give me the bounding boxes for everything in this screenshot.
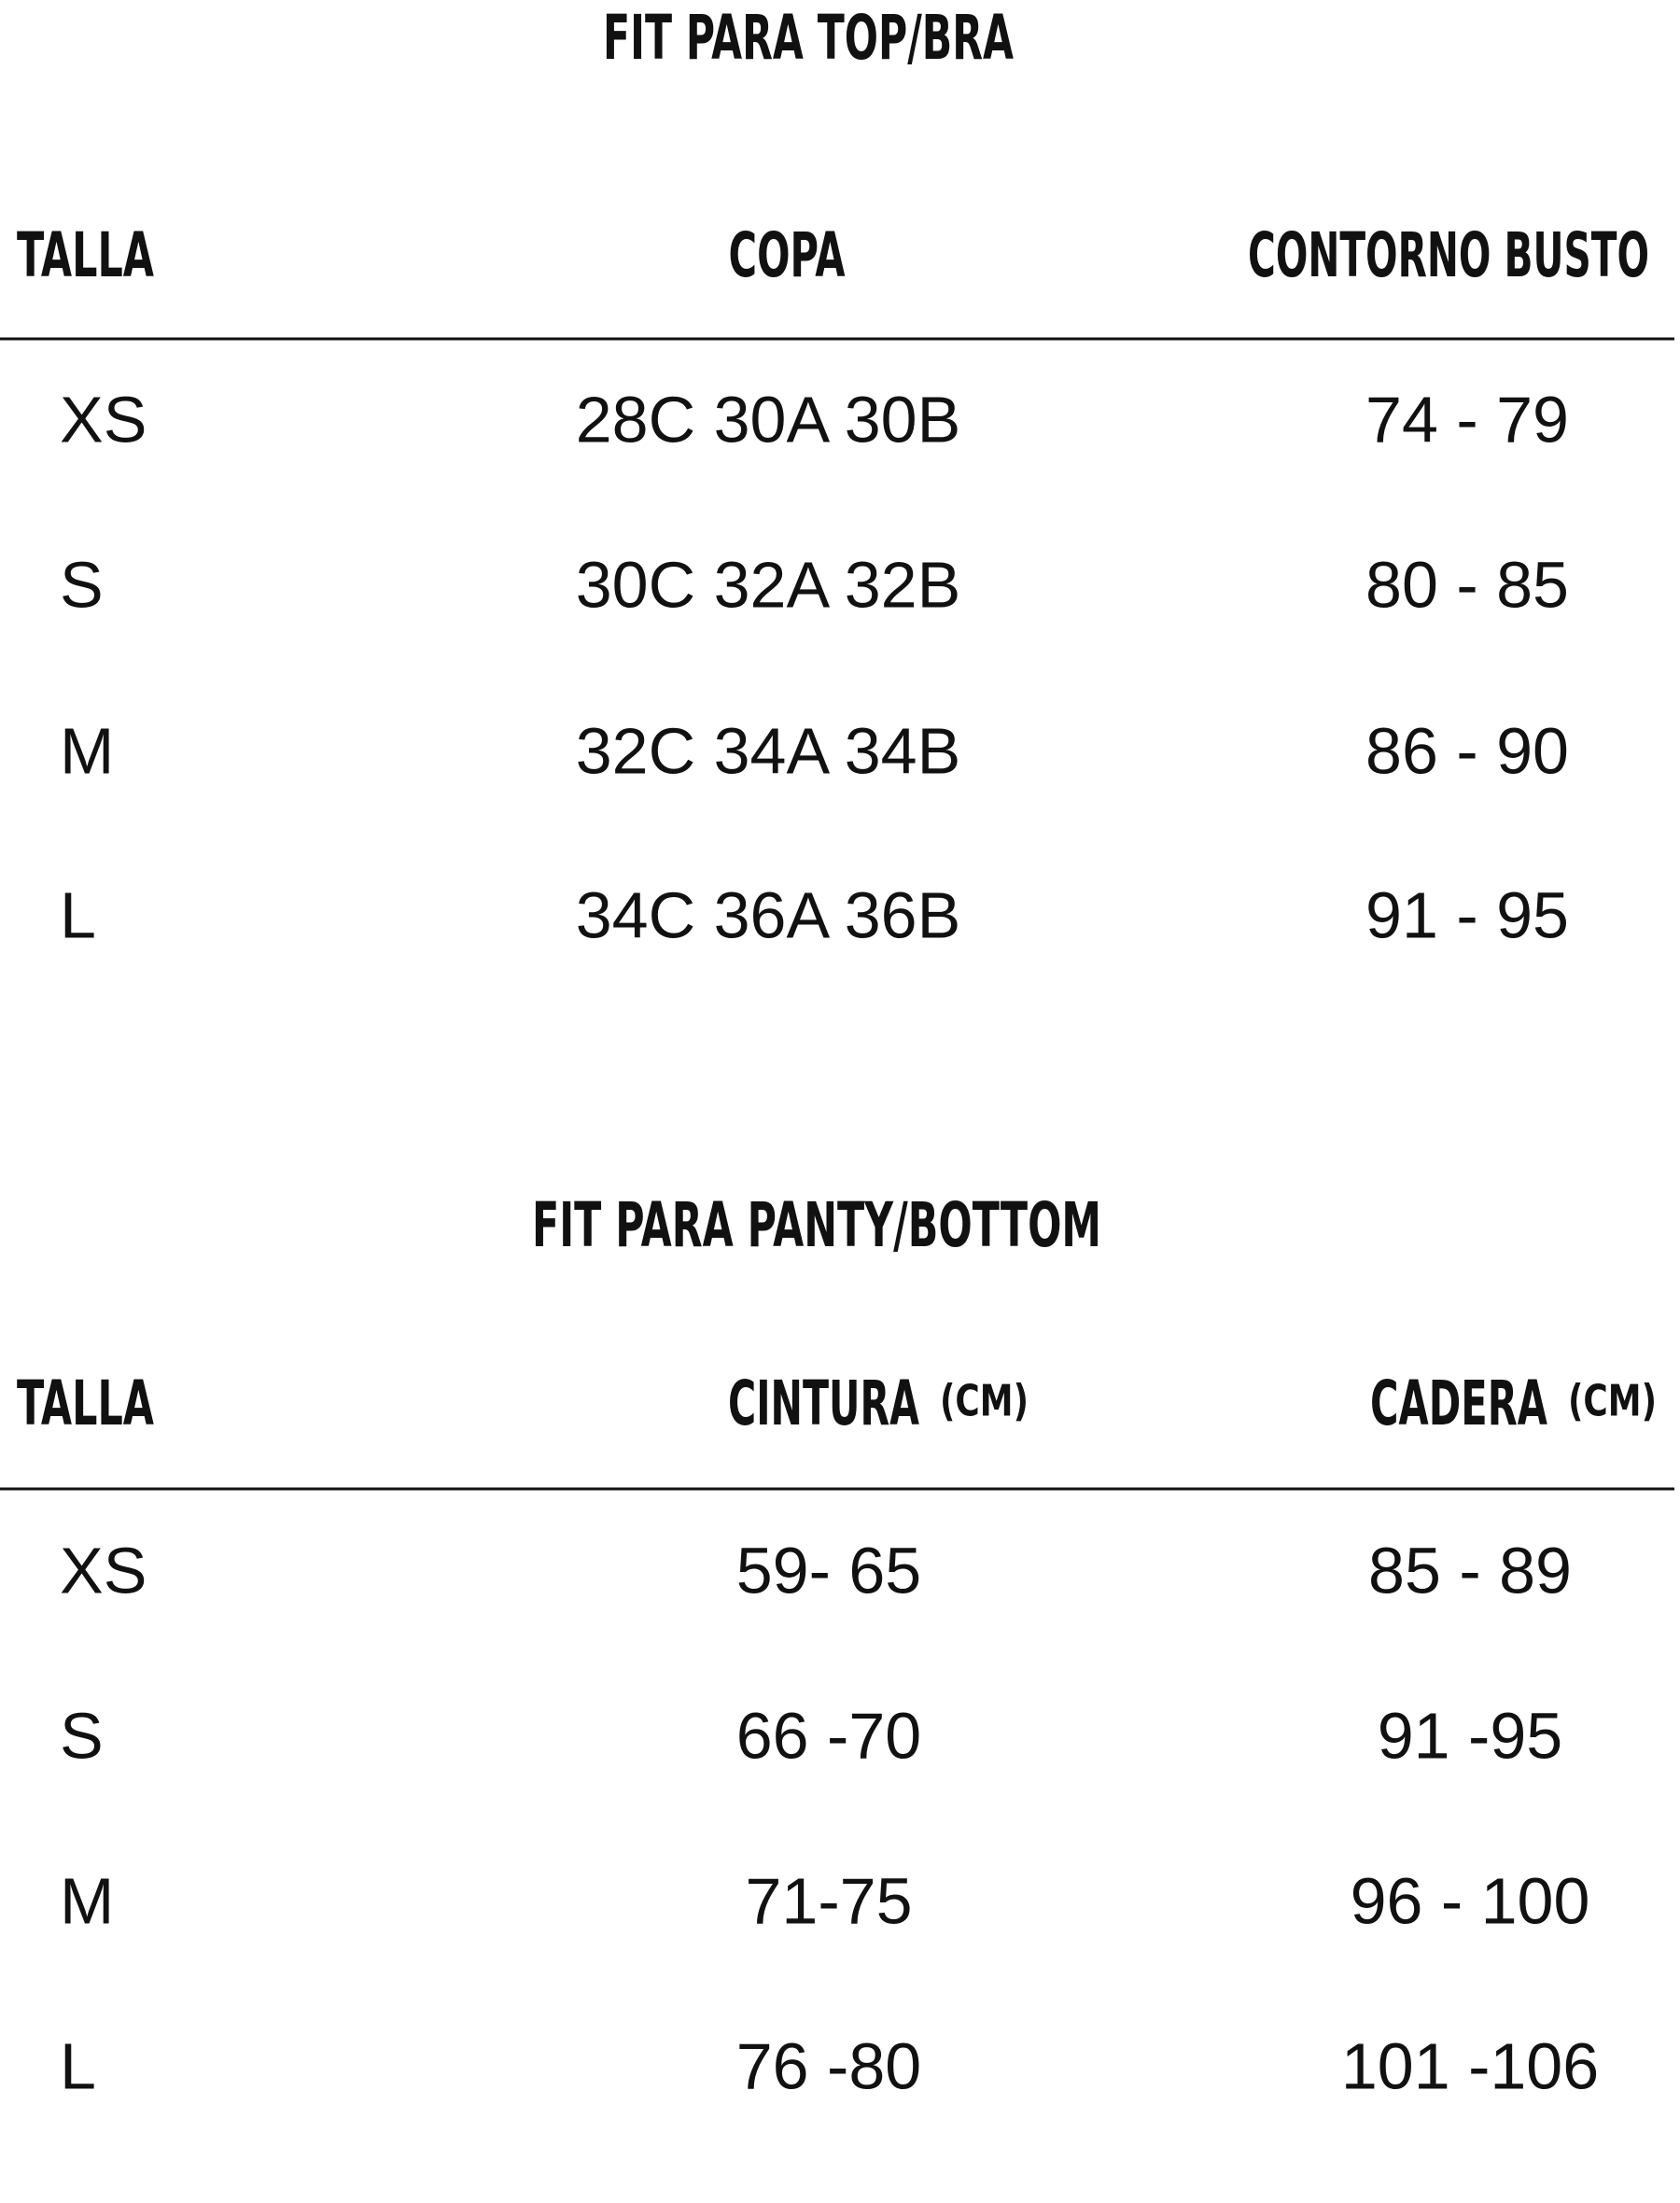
column-header: CADERA bbox=[1370, 1368, 1547, 1439]
column-header: TALLA bbox=[17, 219, 154, 291]
column-unit: (CM) bbox=[1568, 1376, 1657, 1426]
table-cell: 101 -106 bbox=[1341, 2029, 1599, 2102]
table-cell: M bbox=[60, 1864, 114, 1937]
table-cell: 80 - 85 bbox=[1365, 548, 1569, 621]
table-cell: 91 - 95 bbox=[1365, 878, 1569, 951]
table-cell: 86 - 90 bbox=[1365, 714, 1569, 787]
table-cell: 34C 36A 36B bbox=[576, 878, 961, 951]
section-title: FIT PARA PANTY/BOTTOM bbox=[532, 1189, 1101, 1261]
column-header: CONTORNO BUSTO bbox=[1248, 219, 1649, 291]
table-cell: 85 - 89 bbox=[1368, 1534, 1572, 1607]
column-unit: (CM) bbox=[940, 1376, 1029, 1426]
table-cell: L bbox=[60, 878, 96, 951]
column-header: COPA bbox=[729, 219, 846, 291]
table-cell: S bbox=[60, 1699, 104, 1772]
table-cell: 74 - 79 bbox=[1365, 383, 1569, 456]
table-cell: 28C 30A 30B bbox=[576, 383, 961, 456]
table-cell: 96 - 100 bbox=[1351, 1864, 1590, 1937]
table-cell: 32C 34A 34B bbox=[576, 714, 961, 787]
column-header: CINTURA bbox=[728, 1368, 919, 1439]
column-header: TALLA bbox=[17, 1368, 154, 1439]
table-cell: 66 -70 bbox=[736, 1699, 921, 1772]
table-cell: 91 -95 bbox=[1378, 1699, 1562, 1772]
table-cell: XS bbox=[60, 1534, 147, 1607]
table-cell: L bbox=[60, 2029, 96, 2102]
table-cell: 30C 32A 32B bbox=[576, 548, 961, 621]
table-cell: S bbox=[60, 548, 104, 621]
table-cell: XS bbox=[60, 383, 147, 456]
table-cell: M bbox=[60, 714, 114, 787]
table-cell: 59- 65 bbox=[736, 1534, 921, 1607]
table-cell: 71-75 bbox=[745, 1864, 912, 1937]
section-title: FIT PARA TOP/BRA bbox=[603, 2, 1014, 74]
table-cell: 76 -80 bbox=[736, 2029, 921, 2102]
